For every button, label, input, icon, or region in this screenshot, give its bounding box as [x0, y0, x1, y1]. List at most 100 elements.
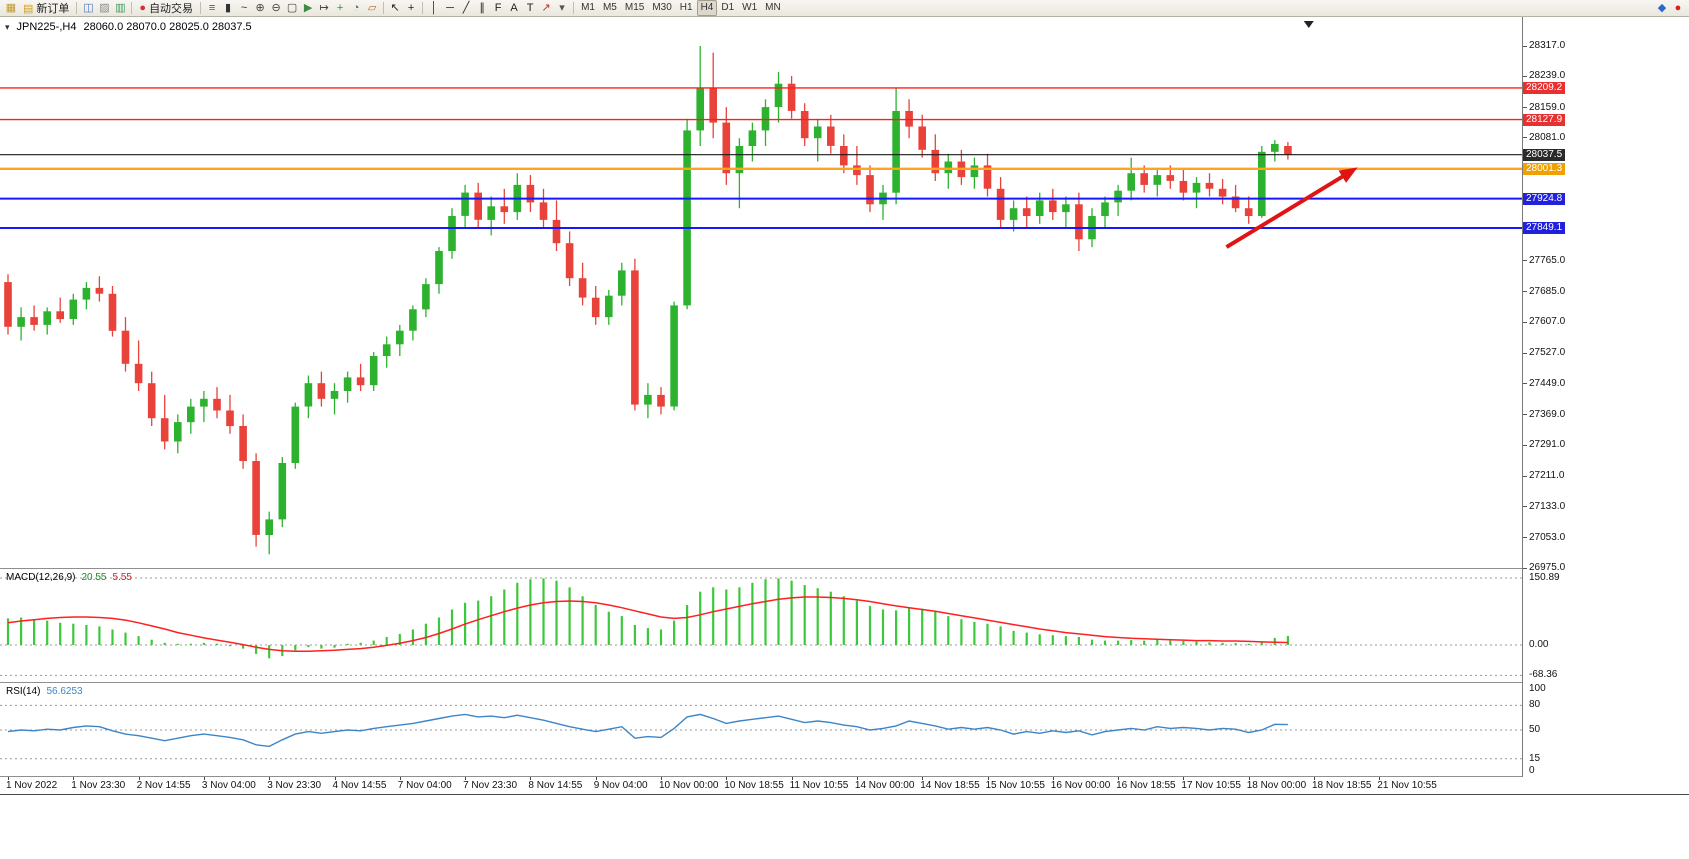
toolbar-separator	[76, 2, 78, 14]
zoom-out-icon[interactable]: ⊖	[271, 1, 281, 14]
timeframe-m15-button[interactable]: M15	[624, 2, 645, 13]
app-icon[interactable]: ▦	[5, 1, 17, 14]
timeframe-m1-button[interactable]: M1	[581, 2, 595, 13]
rsi-axis-label: 0	[1529, 765, 1535, 776]
timeframe-d1-button[interactable]: D1	[721, 2, 735, 13]
candlestick-chart-icon[interactable]: ▮	[225, 1, 232, 14]
text-icon[interactable]: A	[510, 1, 518, 14]
price-tick-mark	[1523, 75, 1527, 77]
chart-window-icon[interactable]: ◫	[83, 1, 94, 14]
new-order-button[interactable]: ▤ 新订单	[19, 1, 73, 16]
time-label: 15 Nov 10:55	[985, 780, 1046, 791]
splitter-macd-rsi[interactable]	[0, 682, 1689, 683]
candle-body	[252, 461, 260, 535]
time-label: 10 Nov 18:55	[724, 780, 784, 791]
candle-body	[1258, 151, 1266, 216]
macd-panel[interactable]	[0, 569, 1522, 682]
time-tick	[73, 777, 75, 780]
candle-body	[1218, 188, 1227, 197]
candle-body	[644, 394, 652, 405]
channel-icon[interactable]: ∥	[479, 1, 485, 14]
candle-body	[1114, 190, 1122, 203]
bar-chart-icon[interactable]: ≡	[208, 1, 216, 14]
time-label: 14 Nov 00:00	[854, 780, 915, 791]
indicators-icon[interactable]: +	[336, 1, 344, 14]
profiles-icon[interactable]: ▨	[99, 1, 110, 14]
chart-menu-icon[interactable]: ▾	[5, 21, 10, 32]
candle-body	[69, 299, 78, 319]
alert-icon[interactable]: ●	[1674, 1, 1682, 14]
trendline-icon[interactable]: ╱	[462, 1, 470, 14]
candle-body	[82, 287, 91, 300]
vertical-line-icon[interactable]: │	[430, 1, 438, 14]
zoom-in-icon[interactable]: ⊕	[255, 1, 265, 14]
candle-body	[226, 410, 234, 427]
price-tick-mark	[1523, 291, 1527, 293]
candle-body	[591, 297, 600, 318]
candle-body	[605, 295, 613, 318]
price-tick-label: 27765.0	[1529, 254, 1566, 266]
timeframe-h4-button[interactable]: H4	[696, 0, 718, 16]
price-tick-mark	[1523, 383, 1527, 385]
time-label: 4 Nov 14:55	[332, 780, 387, 791]
candle-body	[1127, 173, 1135, 191]
templates-icon[interactable]: ▱	[367, 1, 377, 14]
timeframe-mn-button[interactable]: MN	[765, 2, 781, 13]
splitter-main-macd[interactable]	[0, 568, 1689, 569]
candle-body	[134, 363, 143, 384]
time-tick	[922, 777, 924, 780]
price-tick-mark	[1523, 414, 1527, 416]
toolbar-separator	[383, 2, 385, 14]
autotrading-button[interactable]: ● 自动交易	[135, 1, 197, 16]
arrows-dropdown-icon[interactable]: ▾	[559, 1, 565, 14]
candle-body	[761, 107, 770, 131]
candle-body	[696, 87, 704, 131]
community-icon[interactable]: ◆	[1657, 1, 1667, 14]
new-order-button-label: 新订单	[36, 3, 70, 15]
market-watch-icon[interactable]: ▥	[115, 1, 126, 14]
time-label: 10 Nov 00:00	[659, 780, 719, 791]
price-tick-label: 28159.0	[1529, 101, 1566, 113]
auto-scroll-icon[interactable]: ▶	[303, 1, 313, 14]
candle-body	[187, 406, 195, 423]
periods-icon[interactable]: ◔	[352, 1, 360, 14]
macd-main-value: 20.55	[81, 572, 107, 583]
candle-body	[369, 356, 378, 386]
horizontal-line-icon[interactable]: ─	[446, 1, 454, 14]
shift-marker[interactable]	[1303, 21, 1314, 28]
arrows-tool-icon[interactable]: ↗	[541, 1, 551, 14]
splitter-rsi-timeline[interactable]	[0, 776, 1689, 777]
candle-body	[670, 305, 678, 407]
line-chart-icon[interactable]: ~	[240, 1, 248, 14]
time-tick	[269, 777, 271, 780]
label-icon[interactable]: T	[526, 1, 534, 14]
time-axis[interactable]: 1 Nov 2022 1 Nov 23:30 2 Nov 14:55 3 Nov 04…	[0, 777, 1689, 795]
timeframe-h1-button[interactable]: H1	[679, 2, 693, 13]
candle-body	[147, 383, 156, 419]
candle-body	[108, 293, 117, 331]
timeframe-m5-button[interactable]: M5	[602, 2, 617, 13]
price-tick-label: 27211.0	[1529, 470, 1565, 482]
timeframe-w1-button[interactable]: W1	[742, 2, 758, 13]
price-axis[interactable]: 28209.2 28127.9 28037.5 28001.3 27924.8 27849…	[1522, 17, 1689, 795]
rsi-panel[interactable]	[0, 683, 1522, 776]
time-label: 3 Nov 23:30	[267, 780, 322, 791]
toolbar: ▦ ▤ 新订单 ◫ ▨ ▥ ● 自动交易 ≡ ▮ ~ ⊕ ⊖ ▢ ▶ ↦ + ◔ ▱ ↖ + │ ─ ╱ ∥ F A T ↗ ▾ M1 M5 M…	[0, 0, 1689, 17]
chart-shift-icon[interactable]: ↦	[319, 1, 329, 14]
candle-body	[409, 309, 417, 331]
candle-body	[631, 270, 639, 405]
candle-body	[944, 161, 953, 174]
timeframe-m30-button[interactable]: M30	[652, 2, 672, 13]
cursor-icon[interactable]: ↖	[390, 1, 400, 14]
price-tick-mark	[1523, 352, 1527, 354]
candle-body	[1153, 175, 1162, 185]
main-price-chart[interactable]	[0, 18, 1522, 568]
crosshair-icon[interactable]: +	[407, 1, 415, 14]
tile-windows-icon[interactable]: ▢	[286, 1, 298, 14]
fibonacci-icon[interactable]: F	[494, 1, 502, 14]
time-label: 16 Nov 18:55	[1116, 780, 1176, 791]
price-tick-label: 28239.0	[1529, 70, 1566, 82]
candle-body	[526, 184, 535, 203]
trend-arrow[interactable]	[1225, 167, 1358, 249]
time-tick	[1118, 777, 1120, 780]
